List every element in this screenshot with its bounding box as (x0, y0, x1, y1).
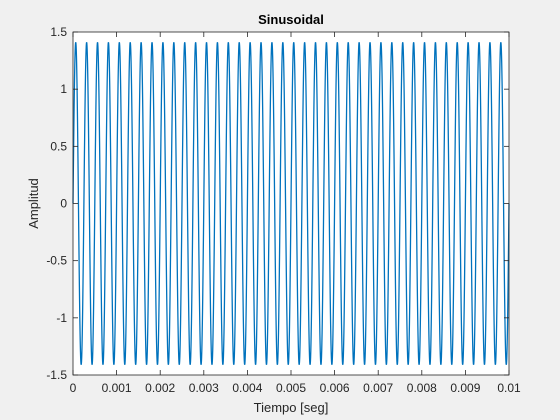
x-tick-label: 0.003 (189, 381, 219, 395)
x-tick-label: 0.005 (276, 381, 306, 395)
x-tick-label: 0.002 (145, 381, 175, 395)
x-tick-label: 0.01 (497, 381, 521, 395)
series-layer (72, 42, 510, 365)
x-tick-label: 0.007 (363, 381, 393, 395)
series-line (72, 42, 510, 365)
x-tick-label: 0 (70, 381, 77, 395)
x-axis-label: Tiempo [seg] (254, 400, 329, 415)
ticks-layer: 0 0.001 0.002 0.003 0.004 0.005 0.006 0.007 0.00… (46, 25, 521, 395)
y-tick-label: 0 (60, 197, 67, 211)
y-tick-label: -1.5 (46, 368, 67, 382)
y-tick-label: -0.5 (46, 254, 67, 268)
x-tick-label: 0.009 (450, 381, 480, 395)
y-tick-label: 0.5 (50, 139, 67, 153)
x-tick-label: 0.008 (407, 381, 437, 395)
x-tick-label: 0.004 (232, 381, 262, 395)
x-tick-label: 0.006 (320, 381, 350, 395)
x-tick-label: 0.001 (102, 381, 132, 395)
y-tick-label: -1 (56, 311, 67, 325)
y-tick-label: 1 (60, 82, 67, 96)
chart-title: Sinusoidal (258, 12, 324, 27)
y-axis-label: Amplitud (26, 178, 41, 229)
y-tick-label: 1.5 (50, 25, 67, 39)
